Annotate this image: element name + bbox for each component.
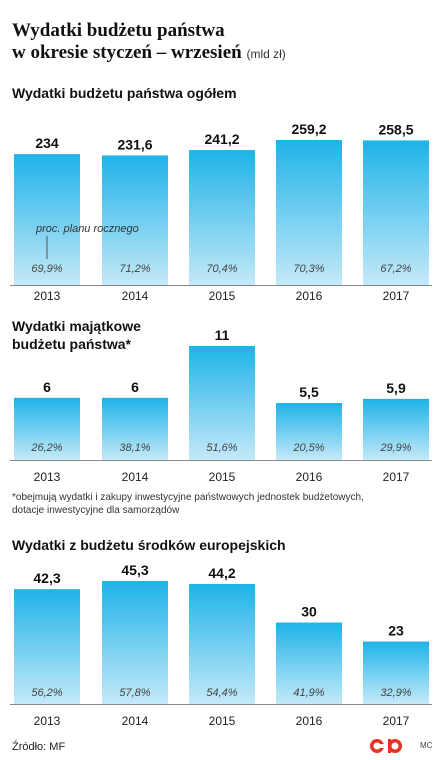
chart-1-x-tick-2017: 2017: [383, 289, 410, 303]
chart-2-bar-2014: [102, 397, 168, 460]
chart-2-value-label-2016: 5,5: [299, 384, 319, 400]
chart-1-value-label-2014: 231,6: [117, 136, 152, 152]
chart-1-value-label-2017: 258,5: [378, 121, 413, 137]
chart-2-x-tick-2015: 2015: [209, 470, 236, 484]
chart-2-bar-2017: [363, 398, 429, 460]
chart-3-x-tick-2013: 2013: [34, 714, 61, 728]
chart-2-value-label-2015: 11: [215, 327, 230, 343]
chart-3-value-label-2016: 30: [301, 604, 317, 620]
page-title: Wydatki budżetu państwa w okresie stycze…: [12, 20, 432, 65]
chart-2-title-line-2: budżetu państwa*: [12, 336, 132, 352]
chart-3-x-tick-2017: 2017: [383, 714, 410, 728]
chart-1-value-label-2015: 241,2: [204, 131, 239, 147]
chart-1-bar-2016: [276, 140, 342, 285]
chart-1-x-tick-2015: 2015: [209, 289, 236, 303]
title-line-2: w okresie styczeń – wrzesień (mld zł): [12, 42, 432, 65]
source-label: Źródło: MF: [12, 741, 66, 753]
chart-3-bar-2014: [102, 581, 168, 704]
chart-3-title-line-1: Wydatki z budżetu środków europejskich: [12, 537, 286, 553]
chart-1-percent-label-2013: 69,9%: [31, 263, 62, 275]
chart-2-value-label-2014: 6: [131, 379, 139, 395]
chart-2-percent-label-2017: 29,9%: [379, 442, 411, 454]
chart-1-value-label-2013: 234: [35, 135, 59, 151]
chart-1-percent-label-2017: 67,2%: [380, 263, 411, 275]
chart-2-x-tick-2016: 2016: [296, 470, 323, 484]
footnote-line-1: *obejmują wydatki i zakupy inwestycyjne …: [12, 492, 364, 503]
chart-3-bar-2016: [276, 622, 342, 704]
chart-1-x-tick-2014: 2014: [122, 289, 149, 303]
chart-1-title-line-1: Wydatki budżetu państwa ogółem: [12, 85, 237, 101]
unit-label: (mld zł): [246, 47, 286, 61]
chart-3-percent-label-2013: 56,2%: [31, 687, 62, 699]
chart-3-value-label-2013: 42,3: [33, 570, 60, 586]
chart-3-x-tick-2016: 2016: [296, 714, 323, 728]
chart-1-bar-2014: [102, 155, 168, 285]
chart-2-value-label-2013: 6: [43, 379, 51, 395]
title-line-2-text: w okresie styczeń – wrzesień: [12, 42, 242, 63]
publisher-logo-svg: [370, 739, 402, 753]
chart-2-value-label-2017: 5,9: [386, 380, 406, 396]
chart-3-bar-2017: [363, 641, 429, 704]
footnote-line-2: dotacje inwestycyjne dla samorządów: [12, 505, 180, 516]
chart-2-percent-label-2016: 20,5%: [292, 442, 324, 454]
chart-3-bar-2013: [14, 589, 80, 704]
chart-3-x-tick-2015: 2015: [209, 714, 236, 728]
chart-3-percent-label-2016: 41,9%: [293, 687, 324, 699]
chart-1-bar-2015: [189, 150, 255, 285]
chart-3-x-tick-2014: 2014: [122, 714, 149, 728]
chart-3-percent-label-2014: 57,8%: [119, 687, 150, 699]
chart-1-value-label-2016: 259,2: [291, 121, 326, 137]
chart-1-percent-label-2016: 70,3%: [293, 263, 324, 275]
chart-2-x-tick-2017: 2017: [383, 470, 410, 484]
chart-2-title-line-1: Wydatki majątkowe: [12, 318, 141, 334]
chart-2-x-tick-2014: 2014: [122, 470, 149, 484]
chart-2-percent-label-2015: 51,6%: [206, 442, 237, 454]
chart-3-value-label-2015: 44,2: [208, 565, 235, 581]
chart-2-percent-label-2014: 38,1%: [119, 442, 150, 454]
chart-1-percent-label-2014: 71,2%: [119, 263, 150, 275]
chart-2-x-tick-2013: 2013: [34, 470, 61, 484]
chart-2-bar-2015: [189, 346, 255, 460]
chart-1-percent-label-2015: 70,4%: [206, 263, 237, 275]
title-line-1: Wydatki budżetu państwa: [12, 20, 225, 41]
chart-3-value-label-2014: 45,3: [121, 562, 148, 578]
chart-3-percent-label-2015: 54,4%: [206, 687, 237, 699]
chart-3-percent-label-2017: 32,9%: [380, 687, 411, 699]
chart-3-value-label-2017: 23: [388, 623, 404, 639]
credit-label: MC: [420, 741, 433, 750]
chart-2-bar-2013: [14, 397, 80, 460]
publisher-logo-icon: [369, 738, 409, 759]
chart-2-bar-2016: [276, 403, 342, 460]
footnote: *obejmują wydatki i zakupy inwestycyjne …: [12, 491, 432, 517]
chart-1-bar-2013: [14, 154, 80, 285]
chart-1-annotation: proc. planu rocznego: [35, 223, 139, 235]
chart-2-percent-label-2013: 26,2%: [30, 442, 62, 454]
chart-1-bar-2017: [363, 140, 429, 285]
chart-1-x-tick-2013: 2013: [34, 289, 61, 303]
charts-layer: Wydatki budżetu państwa ogółem 234 69,9% 20…: [10, 85, 432, 728]
chart-3-bar-2015: [189, 583, 255, 704]
chart-1-x-tick-2016: 2016: [296, 289, 323, 303]
